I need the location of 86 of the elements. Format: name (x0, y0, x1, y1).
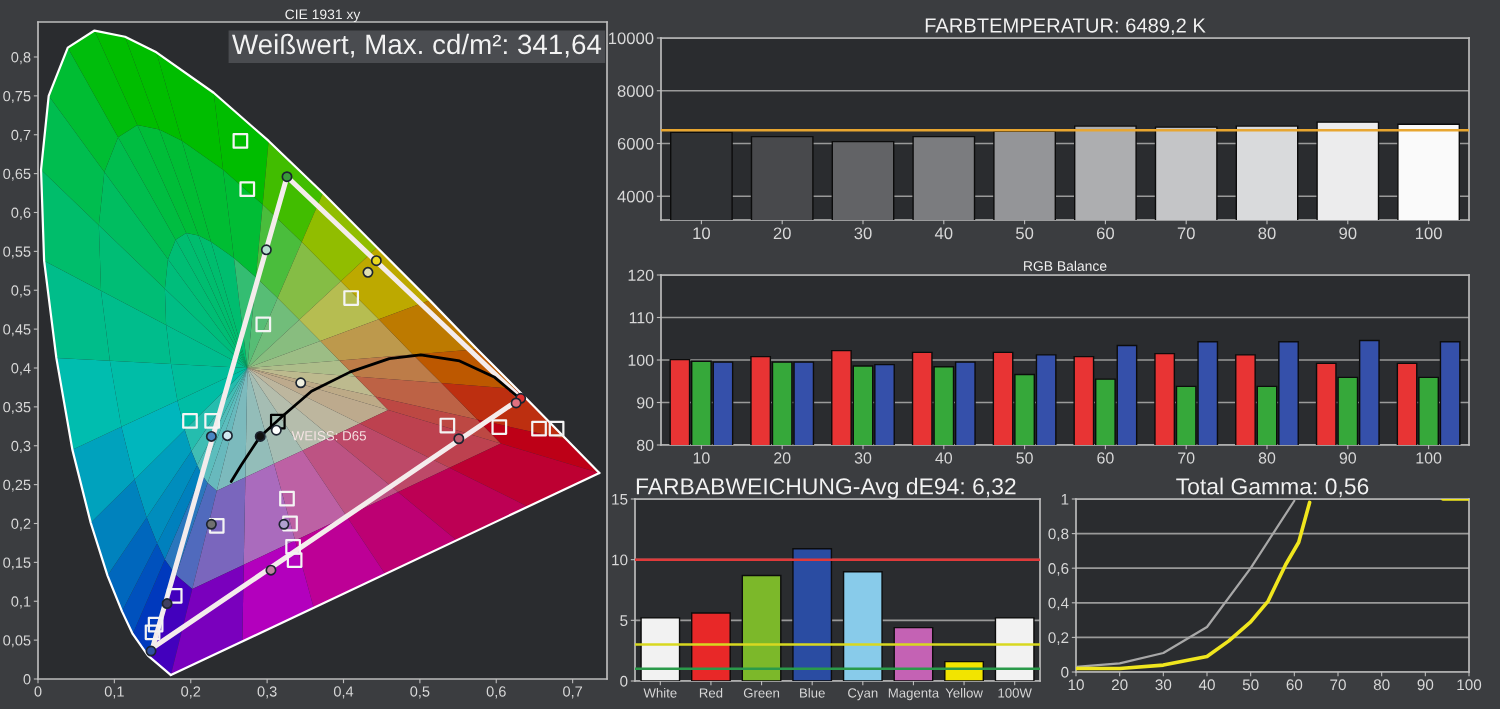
y-tick-label: 15 (612, 494, 628, 505)
y-tick-label: 4000 (617, 190, 654, 203)
y-tick-label: 90 (637, 397, 654, 409)
y-tick-label: 0,65 (3, 168, 31, 181)
x-tick-label: 0 (34, 686, 42, 697)
x-tick-label: 10 (693, 227, 711, 240)
x-tick-label: 70 (1330, 679, 1346, 691)
y-tick-label: 0,7 (11, 129, 31, 142)
y-tick-label: 6000 (617, 137, 654, 150)
x-tick-label: 0,5 (410, 686, 430, 699)
x-tick-label: 80 (1258, 227, 1276, 240)
chart-title: FARBABWEICHUNG-Avg dE94: 6,32 (636, 477, 1016, 499)
y-tick-label: 0,25 (3, 479, 31, 492)
x-tick-label: 20 (773, 227, 791, 240)
y-tick-label: 0,2 (1048, 632, 1069, 645)
x-tick-label: 60 (1097, 452, 1114, 464)
y-tick-label: 8000 (617, 85, 654, 97)
x-tick-label: 0,4 (333, 686, 354, 699)
x-tick-label: Cyan (848, 688, 878, 701)
y-tick-label: 0,2 (11, 518, 31, 531)
y-tick-label: 120 (628, 269, 654, 281)
x-tick-label: 90 (1339, 227, 1357, 240)
y-tick-label: 0,75 (3, 90, 31, 104)
x-tick-label: 100W (998, 688, 1032, 698)
x-tick-label: Yellow (945, 687, 983, 698)
chart-title: CIE 1931 xy (285, 9, 361, 22)
chart-title: RGB Balance (1024, 260, 1107, 271)
x-tick-label: Magenta (888, 688, 940, 701)
y-tick-label: 0,35 (3, 401, 31, 415)
x-tick-label: 60 (1286, 679, 1303, 691)
x-tick-label: 80 (1373, 679, 1390, 691)
y-tick-label: 1 (1061, 494, 1069, 505)
y-tick-label: 0,45 (3, 324, 31, 337)
y-tick-label: 80 (636, 439, 654, 451)
x-tick-label: 80 (1258, 452, 1276, 464)
x-tick-label: 30 (1155, 679, 1172, 691)
y-tick-label: 0,8 (1048, 528, 1069, 542)
x-tick-label: 100 (1457, 679, 1482, 691)
y-tick-label: 0,55 (3, 246, 31, 259)
x-tick-label: 70 (1177, 227, 1195, 240)
x-tick-label: 100 (1416, 452, 1442, 464)
y-tick-label: 0,4 (1048, 597, 1069, 611)
x-tick-label: 10 (693, 452, 710, 464)
x-tick-label: 50 (1016, 452, 1033, 464)
x-tick-label: 0,2 (181, 686, 201, 699)
x-tick-label: 40 (934, 227, 953, 240)
y-tick-label: 0,05 (3, 635, 31, 648)
y-tick-label: 110 (629, 312, 654, 324)
x-tick-label: Red (699, 687, 723, 698)
annotation: WEISS: D65 (291, 431, 366, 441)
x-tick-label: 0,3 (257, 686, 277, 699)
x-tick-label: 40 (935, 452, 953, 464)
chart-title: Total Gamma: 0,56 (1176, 477, 1369, 498)
y-tick-label: 0,15 (3, 557, 31, 570)
x-tick-label: 30 (854, 452, 872, 464)
x-tick-label: 20 (1111, 679, 1128, 691)
x-tick-label: 20 (774, 452, 791, 464)
x-tick-label: 50 (1016, 227, 1034, 240)
y-tick-label: 0,1 (11, 596, 31, 609)
x-tick-label: 60 (1096, 227, 1115, 240)
x-tick-label: 90 (1417, 679, 1434, 691)
x-tick-label: White (643, 687, 677, 698)
y-tick-label: 10 (612, 554, 628, 566)
x-tick-label: 100 (1415, 227, 1442, 240)
y-tick-label: 10000 (608, 32, 654, 45)
x-tick-label: 50 (1242, 679, 1259, 691)
y-tick-label: 5 (620, 615, 628, 627)
y-tick-label: 0,6 (11, 207, 31, 220)
x-tick-label: 0,7 (563, 686, 583, 699)
x-tick-label: 90 (1339, 452, 1357, 464)
y-tick-label: 100 (628, 354, 654, 366)
x-tick-label: 70 (1178, 452, 1195, 464)
y-tick-label: 0,6 (1048, 563, 1069, 576)
x-tick-label: 0,1 (104, 686, 124, 699)
annotation: Weißwert, Max. cd/m²: 341,64 (232, 33, 602, 58)
chart-title: FARBTEMPERATUR: 6489,2 K (925, 18, 1206, 36)
x-tick-label: 30 (854, 227, 872, 240)
y-tick-label: 0,8 (11, 52, 31, 65)
y-tick-label: 0,4 (11, 363, 31, 376)
y-tick-label: 0,3 (11, 440, 31, 453)
x-tick-label: 40 (1198, 679, 1215, 691)
y-tick-label: 0 (1061, 666, 1069, 678)
y-tick-label: 0,5 (11, 285, 31, 298)
x-tick-label: 0,6 (486, 686, 506, 699)
x-tick-label: Green (743, 688, 780, 698)
x-tick-label: Blue (800, 687, 825, 698)
